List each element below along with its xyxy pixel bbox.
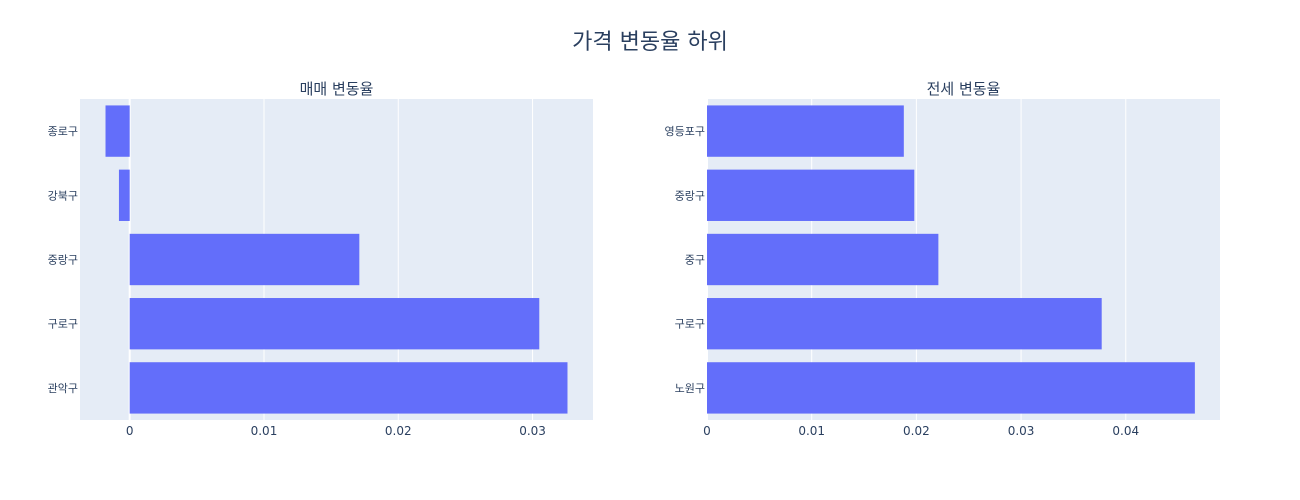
chart-title: 가격 변동율 하위 [572,30,728,55]
x-tick-label: 0.02 [385,424,412,438]
x-tick-label: 0.03 [519,424,546,438]
bar [129,362,568,414]
subplot-title: 매매 변동율 [300,80,374,98]
bar [707,298,1102,350]
y-tick-label: 강북구 [48,189,78,202]
bar [129,298,540,350]
x-tick-label: 0 [703,424,711,438]
y-tick-label: 중구 [685,254,705,267]
x-tick-label: 0.01 [798,424,825,438]
bar [707,233,939,286]
bar [105,105,130,157]
bar [707,362,1195,414]
bar [118,169,130,221]
y-tick-label: 중랑구 [675,189,705,202]
y-tick-label: 노원구 [675,382,705,395]
y-tick-label: 중랑구 [48,254,78,267]
y-tick-label: 종로구 [48,125,78,138]
x-tick-label: 0.01 [251,424,278,438]
y-tick-label: 관악구 [48,382,78,395]
x-tick-label: 0.04 [1112,424,1139,438]
x-tick-label: 0.03 [1008,424,1035,438]
y-tick-label: 영등포구 [665,125,705,138]
x-tick-label: 0 [126,424,134,438]
bar [129,233,360,286]
bar [707,169,915,221]
x-tick-label: 0.02 [903,424,930,438]
subplot-title: 전세 변동율 [927,80,1001,98]
y-tick-label: 구로구 [675,318,705,331]
bar [707,105,904,157]
y-tick-label: 구로구 [48,318,78,331]
